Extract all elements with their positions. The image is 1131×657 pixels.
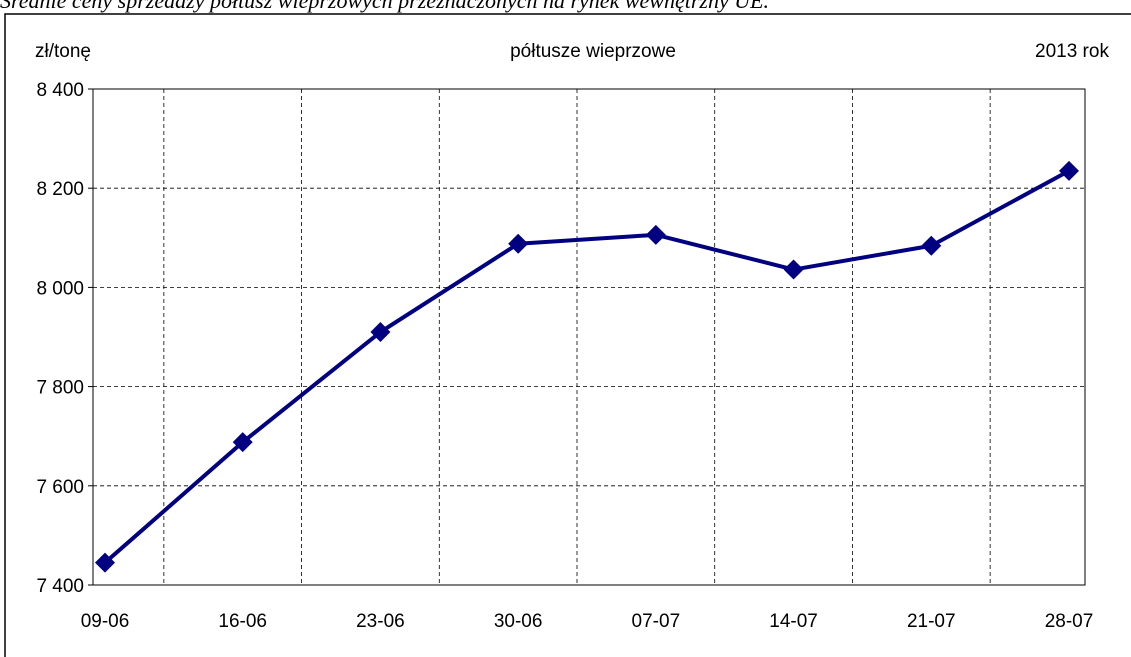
marker: [370, 322, 391, 343]
y-tick-label: 7 600: [36, 477, 84, 498]
caption: Średnie ceny sprzedaży półtusz wieprzowy…: [0, 0, 769, 13]
x-tick-label: 21-07: [907, 611, 956, 632]
marker: [783, 259, 804, 280]
y-tick-label: 7 800: [36, 378, 84, 399]
y-tick-label: 7 400: [36, 576, 84, 597]
line: [103, 169, 1070, 565]
x-tick-label: 28-07: [1045, 611, 1094, 632]
x-tick-label: 07-07: [632, 611, 681, 632]
marker: [232, 432, 253, 453]
y-tick-label: 8 400: [36, 80, 84, 101]
marker: [921, 235, 942, 256]
x-tick-label: 23-06: [356, 611, 405, 632]
y-tick-label: 8 000: [36, 278, 84, 299]
plot-area: [92, 88, 1086, 586]
x-tick-label: 30-06: [494, 611, 543, 632]
x-tick-label: 16-06: [218, 611, 267, 632]
frame: [4, 13, 1131, 657]
y-axis-label: zł/tonę: [35, 41, 91, 62]
marker: [95, 552, 115, 573]
marker: [508, 233, 529, 254]
annotation: 2013 rok: [1035, 41, 1109, 62]
x-tick-label: 14-07: [769, 611, 818, 632]
chart-title: półtusze wieprzowe: [510, 41, 676, 62]
x-tick-label: 09-06: [81, 611, 130, 632]
y-tick-label: 8 200: [36, 179, 84, 200]
marker: [645, 224, 666, 245]
marker: [1059, 160, 1079, 181]
